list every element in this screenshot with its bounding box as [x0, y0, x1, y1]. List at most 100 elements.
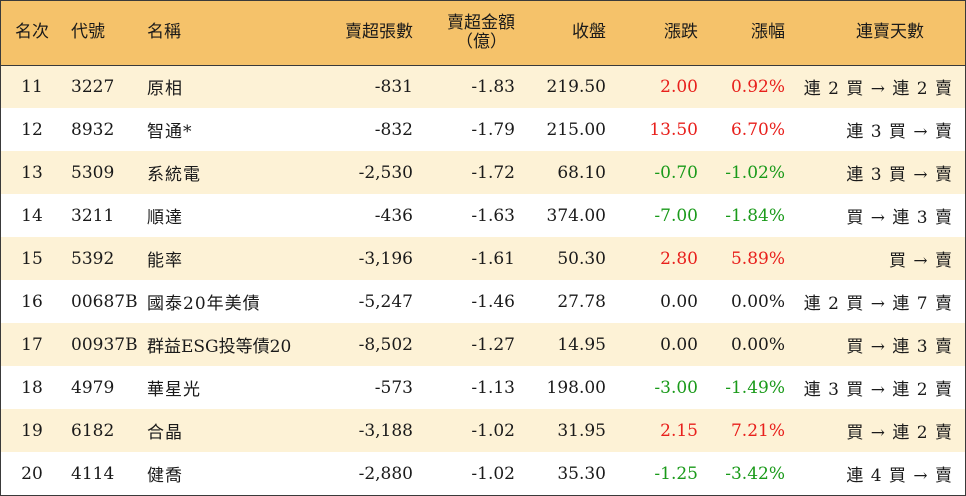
cell-net-sell-amount: -1.83	[471, 76, 515, 97]
cell-streak: 連 3 買 → 連 2 賣	[803, 380, 953, 400]
cell-net-sell-shares: -3,188	[358, 420, 413, 441]
table-header-row: 名次 代號 名稱 賣超張數 賣超金額 （億） 收盤 漲跌 漲幅 連賣天數	[1, 1, 965, 66]
cell-change: 0.00	[660, 334, 698, 355]
cell-code: 5309	[71, 162, 115, 183]
table-row: 16 00687B 國泰20年美債 -5,247 -1.46 27.78 0.0…	[1, 280, 965, 323]
cell-close: 50.30	[557, 248, 606, 269]
cell-code: 4979	[71, 377, 115, 398]
header-streak: 連賣天數	[795, 1, 965, 66]
header-net-sell-amount: 賣超金額 （億）	[423, 1, 525, 66]
cell-change-pct: 0.00%	[730, 334, 785, 355]
cell-change: 2.00	[660, 76, 698, 97]
cell-rank: 14	[21, 205, 43, 226]
cell-net-sell-shares: -2,880	[358, 463, 413, 484]
cell-streak: 買 → 連 3 賣	[846, 337, 953, 357]
cell-close: 68.10	[557, 162, 606, 183]
cell-change: 2.80	[660, 248, 698, 269]
cell-streak: 買 → 連 2 賣	[846, 423, 953, 443]
cell-name: 健喬	[147, 466, 183, 486]
header-net-sell-amount-line1: 賣超金額	[447, 12, 515, 33]
cell-name: 智通*	[147, 122, 193, 142]
cell-close: 31.95	[557, 420, 606, 441]
cell-code: 00687B	[71, 291, 138, 312]
cell-name: 群益ESG投等債20	[147, 337, 292, 357]
cell-net-sell-shares: -5,247	[358, 291, 413, 312]
cell-close: 215.00	[546, 119, 606, 140]
cell-change-pct: 7.21%	[730, 420, 785, 441]
cell-net-sell-shares: -573	[374, 377, 413, 398]
cell-streak: 買 → 連 3 賣	[846, 208, 953, 228]
table-row: 12 8932 智通* -832 -1.79 215.00 13.50 6.70…	[1, 108, 965, 151]
cell-net-sell-shares: -832	[374, 119, 413, 140]
cell-streak: 連 4 買 → 賣	[846, 466, 953, 486]
cell-name: 系統電	[147, 165, 201, 185]
table-row: 13 5309 系統電 -2,530 -1.72 68.10 -0.70 -1.…	[1, 151, 965, 194]
cell-change: -0.70	[654, 162, 698, 183]
cell-streak: 連 3 買 → 賣	[846, 122, 953, 142]
cell-name: 合晶	[147, 423, 183, 443]
cell-net-sell-shares: -3,196	[358, 248, 413, 269]
cell-net-sell-shares: -8,502	[358, 334, 413, 355]
cell-net-sell-amount: -1.63	[471, 205, 515, 226]
cell-close: 374.00	[546, 205, 606, 226]
cell-net-sell-amount: -1.79	[471, 119, 515, 140]
cell-code: 4114	[71, 463, 115, 484]
cell-rank: 20	[21, 463, 43, 484]
cell-change-pct: -1.49%	[725, 377, 785, 398]
cell-name: 能率	[147, 251, 183, 271]
cell-code: 3227	[71, 76, 115, 97]
cell-change-pct: 0.92%	[730, 76, 785, 97]
header-code: 代號	[63, 1, 141, 66]
cell-streak: 買 → 賣	[888, 251, 953, 271]
cell-change: -3.00	[654, 377, 698, 398]
cell-close: 198.00	[546, 377, 606, 398]
cell-change-pct: 0.00%	[730, 291, 785, 312]
cell-change-pct: -1.84%	[725, 205, 785, 226]
cell-code: 6182	[71, 420, 115, 441]
cell-change-pct: 5.89%	[730, 248, 785, 269]
cell-code: 8932	[71, 119, 115, 140]
cell-rank: 19	[21, 420, 43, 441]
cell-close: 219.50	[546, 76, 606, 97]
cell-rank: 13	[21, 162, 43, 183]
cell-code: 00937B	[71, 334, 138, 355]
cell-close: 35.30	[557, 463, 606, 484]
cell-net-sell-amount: -1.46	[471, 291, 515, 312]
header-close: 收盤	[525, 1, 616, 66]
cell-change-pct: -3.42%	[725, 463, 785, 484]
cell-change: -1.25	[654, 463, 698, 484]
cell-net-sell-shares: -831	[374, 76, 413, 97]
cell-net-sell-amount: -1.02	[471, 463, 515, 484]
header-change-pct: 漲幅	[708, 1, 795, 66]
cell-net-sell-shares: -2,530	[358, 162, 413, 183]
table-row: 20 4114 健喬 -2,880 -1.02 35.30 -1.25 -3.4…	[1, 452, 965, 495]
cell-change: 13.50	[649, 119, 698, 140]
cell-name: 順達	[147, 208, 183, 228]
cell-name: 華星光	[147, 380, 201, 400]
cell-streak: 連 2 買 → 連 7 賣	[803, 294, 953, 314]
cell-code: 5392	[71, 248, 115, 269]
header-net-sell-amount-line2: （億）	[456, 31, 507, 52]
cell-close: 27.78	[557, 291, 606, 312]
cell-rank: 11	[21, 76, 43, 97]
cell-name: 國泰20年美債	[147, 294, 261, 314]
table-row: 11 3227 原相 -831 -1.83 219.50 2.00 0.92% …	[1, 65, 965, 108]
table-row: 14 3211 順達 -436 -1.63 374.00 -7.00 -1.84…	[1, 194, 965, 237]
cell-streak: 連 2 買 → 連 2 賣	[803, 79, 953, 100]
cell-rank: 17	[21, 334, 43, 355]
cell-streak: 連 3 買 → 賣	[846, 165, 953, 185]
cell-net-sell-amount: -1.72	[471, 162, 515, 183]
header-net-sell-shares: 賣超張數	[316, 1, 423, 66]
cell-change-pct: -1.02%	[725, 162, 785, 183]
cell-net-sell-amount: -1.02	[471, 420, 515, 441]
cell-name: 原相	[147, 79, 183, 100]
cell-net-sell-amount: -1.13	[471, 377, 515, 398]
cell-rank: 16	[21, 291, 43, 312]
table-row: 15 5392 能率 -3,196 -1.61 50.30 2.80 5.89%…	[1, 237, 965, 280]
cell-net-sell-amount: -1.27	[471, 334, 515, 355]
table-body: 11 3227 原相 -831 -1.83 219.50 2.00 0.92% …	[1, 65, 965, 495]
cell-change: 0.00	[660, 291, 698, 312]
table-row: 17 00937B 群益ESG投等債20 -8,502 -1.27 14.95 …	[1, 323, 965, 366]
cell-change: -7.00	[654, 205, 698, 226]
